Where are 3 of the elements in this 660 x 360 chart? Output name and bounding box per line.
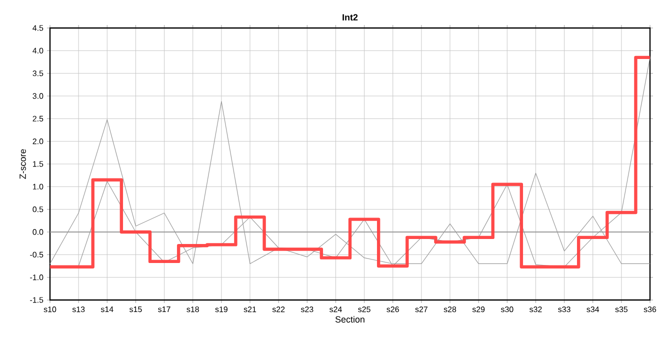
x-axis-title: Section bbox=[335, 316, 364, 323]
chart-title: Int2 bbox=[342, 14, 358, 20]
y-axis-title: Z-score bbox=[20, 149, 26, 179]
